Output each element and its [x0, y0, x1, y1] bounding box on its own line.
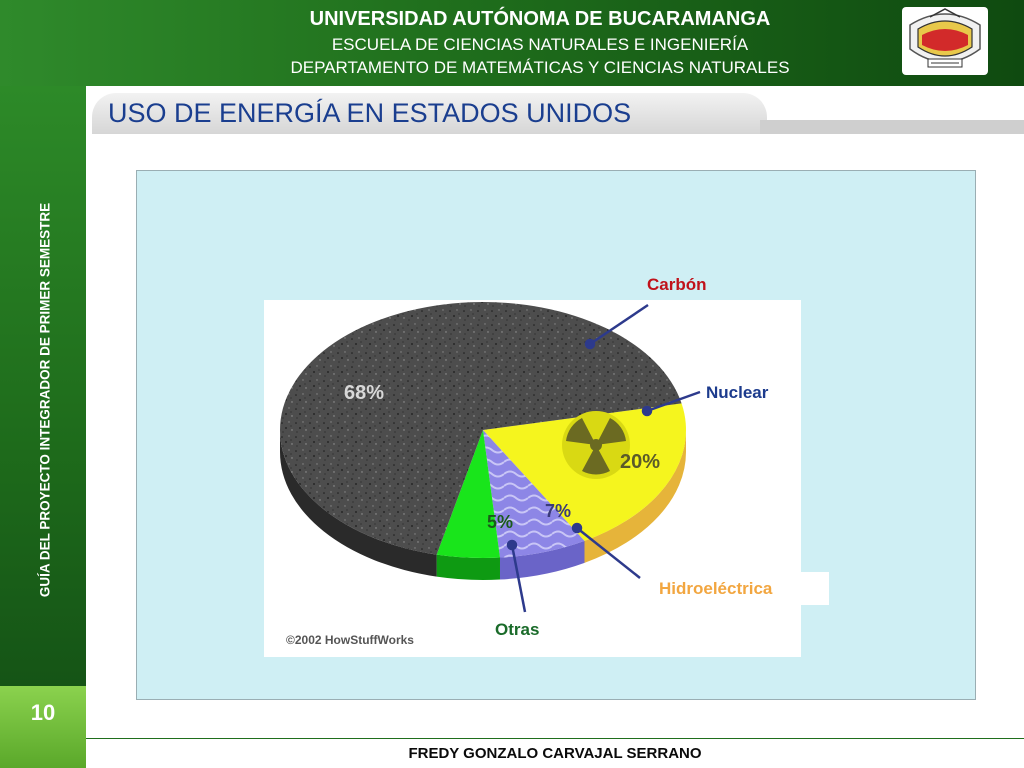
page-number-box: 10: [0, 686, 86, 768]
category-label-hydro: Hidroeléctrica: [659, 579, 773, 598]
page-number: 10: [30, 700, 56, 725]
footer-author: FREDY GONZALO CARVAJAL SERRANO: [408, 745, 702, 762]
leader-hydro: [576, 527, 641, 579]
pie-slice-2: [483, 430, 585, 558]
slide-title: USO DE ENERGÍA EN ESTADOS UNIDOS: [108, 98, 632, 128]
leader-nuclear-dot: [641, 405, 653, 417]
chart-credit: ©2002 HowStuffWorks: [286, 633, 414, 647]
slice-label-hydro: 7%: [545, 501, 571, 521]
leader-carbon: [589, 303, 649, 346]
leader-hydro-dot: [571, 522, 583, 534]
category-label-carbon: Carbón: [647, 275, 707, 294]
slice-label-other: 5%: [487, 512, 513, 532]
pie-side-2: [499, 540, 585, 580]
pie-side-0: [280, 430, 437, 577]
slice-label-carbon: 68%: [344, 382, 384, 404]
category-label-nuclear: Nuclear: [706, 383, 769, 402]
university-crest-icon: [902, 7, 988, 75]
leader-other-dot: [506, 539, 518, 551]
radiation-icon: [562, 411, 630, 479]
category-label-other: Otras: [495, 620, 539, 639]
pie-side-3: [436, 554, 500, 580]
sidebar: [0, 86, 86, 686]
department-name: DEPARTAMENTO DE MATEMÁTICAS Y CIENCIAS N…: [290, 58, 790, 77]
hydro-label-bg: [650, 572, 829, 605]
header-bar: UNIVERSIDAD AUTÓNOMA DE BUCARAMANGA ESCU…: [0, 0, 1024, 86]
leader-nuclear: [646, 390, 701, 413]
title-tab: [92, 93, 767, 134]
university-name: UNIVERSIDAD AUTÓNOMA DE BUCARAMANGA: [309, 8, 771, 30]
footer-divider: [86, 738, 1024, 739]
pie-sides: [280, 430, 686, 580]
slice-label-nuclear: 20%: [620, 451, 660, 473]
school-name: ESCUELA DE CIENCIAS NATURALES E INGENIER…: [331, 35, 749, 54]
leader-carbon-dot: [584, 338, 596, 350]
pie-side-1: [584, 430, 686, 563]
pie-slice-0: [279, 302, 682, 555]
leader-other: [510, 544, 527, 613]
title-underline: [760, 120, 1024, 134]
pie-slice-3: [436, 430, 500, 558]
